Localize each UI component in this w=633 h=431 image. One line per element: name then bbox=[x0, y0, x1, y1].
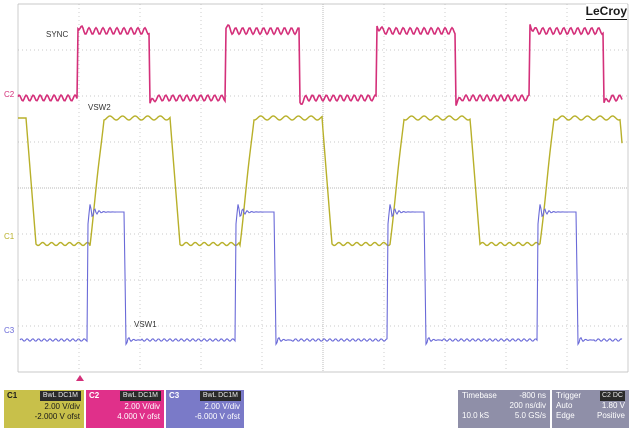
vsw2-trace bbox=[18, 115, 623, 248]
trigger-source-tag: C2 DC bbox=[599, 391, 625, 401]
timebase-descriptor[interactable]: Timebase -800 ns 200 ns/div 10.0 kS 5.0 GS… bbox=[458, 390, 550, 428]
c2-name: C2 bbox=[89, 391, 100, 400]
trigger-descriptor[interactable]: Trigger C2 DC Auto 1.80 V Edge Positive bbox=[552, 390, 629, 428]
timebase-label: Timebase bbox=[462, 391, 497, 400]
c2-scale: 2.00 V/div bbox=[124, 402, 160, 411]
c1-coupling: BwL DC1M bbox=[39, 391, 81, 401]
c1-ground-marker[interactable]: C1 bbox=[4, 232, 15, 241]
waveform-display: LeCroy SYNC VSW2 VSW1 C2 C1 C3 bbox=[4, 3, 629, 381]
trigger-level: 1.80 V bbox=[601, 401, 625, 410]
c2-coupling: BwL DC1M bbox=[119, 391, 161, 401]
timebase-delay: -800 ns bbox=[519, 391, 546, 400]
c2-offset: 4.000 V ofst bbox=[117, 412, 160, 421]
c1-scale: 2.00 V/div bbox=[44, 402, 80, 411]
c1-descriptor[interactable]: C1 BwL DC1M 2.00 V/div -2.000 V ofst bbox=[4, 390, 84, 428]
timebase-samples: 10.0 kS bbox=[462, 411, 490, 420]
vsw2-label: VSW2 bbox=[88, 103, 111, 112]
c3-name: C3 bbox=[169, 391, 180, 400]
trigger-type: Edge bbox=[556, 411, 575, 420]
c1-offset: -2.000 V ofst bbox=[34, 412, 80, 421]
c3-descriptor[interactable]: C3 BwL DC1M 2.00 V/div -6.000 V ofst bbox=[166, 390, 244, 428]
c3-coupling: BwL DC1M bbox=[199, 391, 241, 401]
c2-descriptor[interactable]: C2 BwL DC1M 2.00 V/div 4.000 V ofst bbox=[86, 390, 164, 428]
c1-name: C1 bbox=[7, 391, 18, 400]
trigger-label: Trigger bbox=[556, 391, 582, 400]
brand-logo: LeCroy bbox=[585, 4, 627, 20]
c3-offset: -6.000 V ofst bbox=[194, 412, 240, 421]
timebase-per-div: 200 ns/div bbox=[509, 401, 546, 410]
trigger-position-marker[interactable] bbox=[76, 375, 84, 381]
graticule bbox=[17, 3, 629, 373]
sync-trace bbox=[17, 23, 623, 106]
c3-scale: 2.00 V/div bbox=[204, 402, 240, 411]
timebase-rate: 5.0 GS/s bbox=[514, 411, 546, 420]
c3-ground-marker[interactable]: C3 bbox=[4, 326, 15, 335]
vsw1-label: VSW1 bbox=[134, 320, 157, 329]
vsw1-trace bbox=[19, 204, 623, 346]
trigger-slope: Positive bbox=[596, 411, 625, 420]
c2-ground-marker[interactable]: C2 bbox=[4, 90, 15, 99]
trigger-mode: Auto bbox=[556, 401, 573, 410]
sync-label: SYNC bbox=[46, 30, 69, 39]
waveform-svg bbox=[17, 3, 629, 373]
status-bar: C1 BwL DC1M 2.00 V/div -2.000 V ofst C2 Bw… bbox=[0, 390, 633, 431]
